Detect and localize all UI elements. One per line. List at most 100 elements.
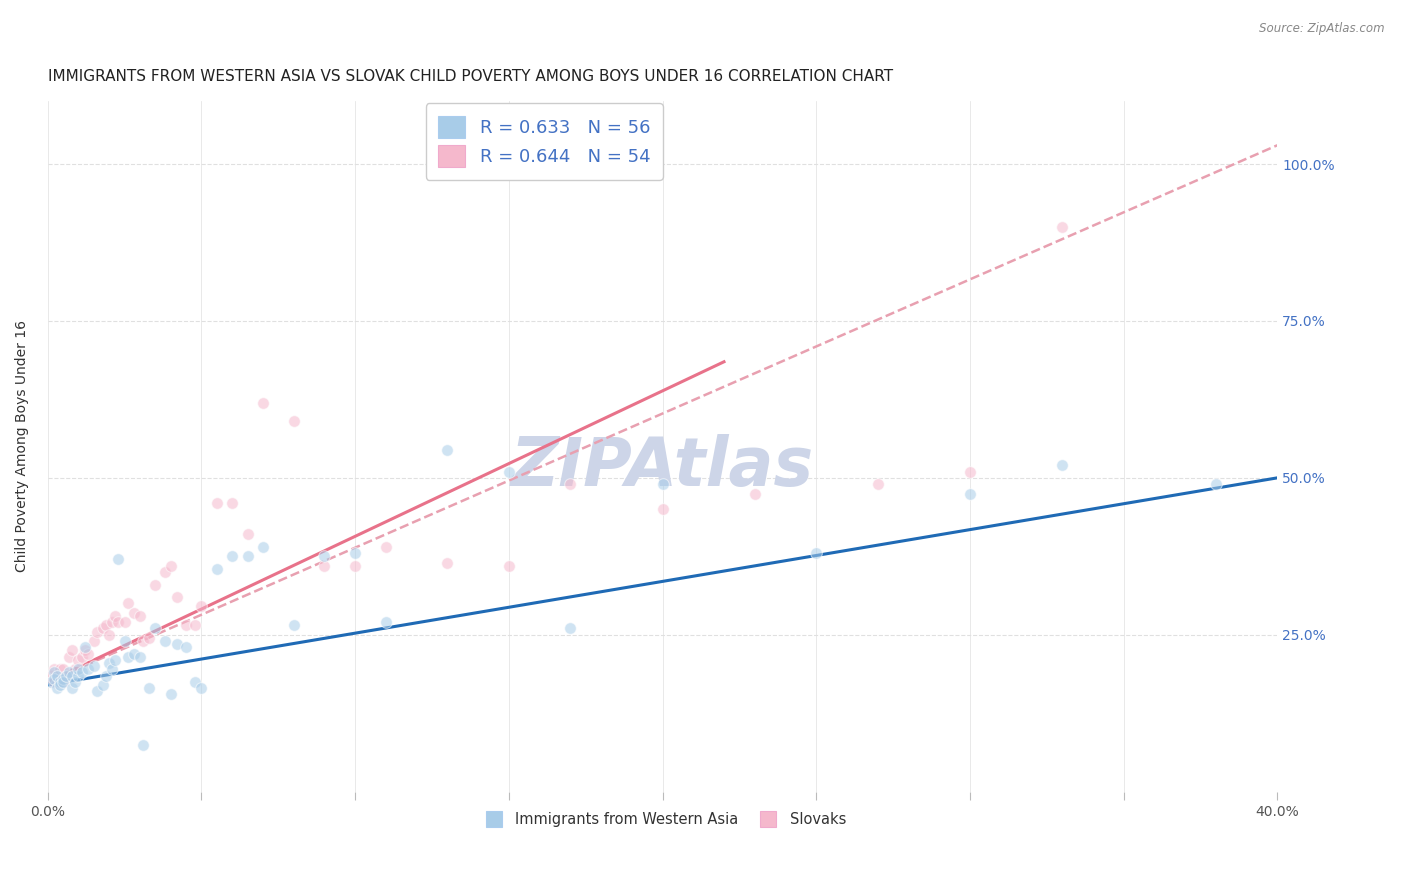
Point: [65, 674, 87, 689]
Point: [184, 674, 207, 689]
Point: [86, 624, 108, 639]
Point: [65, 662, 87, 676]
Point: [60, 643, 83, 657]
Point: [67, 668, 90, 682]
Point: [560, 622, 582, 636]
Text: ZIPAtlas: ZIPAtlas: [510, 434, 814, 500]
Point: [70, 649, 93, 664]
Point: [91, 622, 114, 636]
Point: [42, 662, 65, 676]
Point: [42, 665, 65, 680]
Text: Source: ZipAtlas.com: Source: ZipAtlas.com: [1260, 22, 1385, 36]
Y-axis label: Child Poverty Among Boys Under 16: Child Poverty Among Boys Under 16: [15, 320, 30, 573]
Point: [46, 674, 69, 689]
Point: [52, 674, 75, 689]
Point: [52, 672, 75, 686]
Point: [221, 549, 243, 564]
Point: [98, 628, 121, 642]
Point: [651, 477, 673, 491]
Point: [60, 668, 83, 682]
Point: [104, 653, 127, 667]
Point: [122, 647, 145, 661]
Point: [42, 672, 65, 686]
Point: [959, 465, 981, 479]
Point: [314, 558, 336, 573]
Point: [436, 442, 458, 457]
Point: [55, 668, 77, 682]
Point: [46, 668, 69, 682]
Point: [58, 665, 80, 680]
Point: [283, 618, 305, 632]
Point: [39, 674, 62, 689]
Point: [94, 618, 117, 632]
Point: [70, 665, 93, 680]
Point: [83, 634, 105, 648]
Point: [744, 486, 766, 500]
Point: [153, 565, 176, 579]
Point: [138, 631, 160, 645]
Point: [60, 681, 83, 695]
Point: [114, 615, 136, 630]
Point: [344, 558, 367, 573]
Point: [76, 662, 98, 676]
Point: [76, 647, 98, 661]
Point: [132, 634, 155, 648]
Point: [129, 608, 152, 623]
Point: [374, 615, 396, 630]
Point: [205, 496, 228, 510]
Point: [159, 558, 181, 573]
Point: [959, 486, 981, 500]
Point: [46, 681, 69, 695]
Point: [67, 653, 90, 667]
Point: [107, 552, 129, 566]
Point: [107, 615, 129, 630]
Point: [1205, 477, 1227, 491]
Point: [806, 546, 828, 560]
Point: [98, 656, 121, 670]
Point: [73, 640, 96, 655]
Point: [153, 634, 176, 648]
Point: [166, 637, 188, 651]
Point: [866, 477, 889, 491]
Point: [166, 590, 188, 604]
Point: [46, 668, 69, 682]
Point: [94, 668, 117, 682]
Point: [117, 649, 139, 664]
Point: [221, 496, 243, 510]
Point: [143, 622, 166, 636]
Point: [252, 540, 274, 554]
Point: [132, 738, 155, 752]
Point: [73, 643, 96, 657]
Point: [114, 634, 136, 648]
Point: [283, 414, 305, 428]
Point: [1050, 458, 1073, 473]
Point: [39, 668, 62, 682]
Point: [129, 649, 152, 664]
Point: [236, 549, 259, 564]
Point: [651, 502, 673, 516]
Point: [86, 684, 108, 698]
Point: [498, 465, 520, 479]
Point: [42, 674, 65, 689]
Point: [190, 681, 212, 695]
Point: [91, 678, 114, 692]
Point: [49, 662, 72, 676]
Point: [122, 606, 145, 620]
Point: [205, 562, 228, 576]
Point: [498, 558, 520, 573]
Point: [1050, 219, 1073, 234]
Point: [67, 662, 90, 676]
Point: [101, 615, 124, 630]
Point: [184, 618, 207, 632]
Point: [159, 687, 181, 701]
Point: [236, 527, 259, 541]
Point: [55, 668, 77, 682]
Point: [101, 662, 124, 676]
Legend: Immigrants from Western Asia, Slovaks: Immigrants from Western Asia, Slovaks: [472, 806, 852, 832]
Point: [83, 659, 105, 673]
Point: [252, 395, 274, 409]
Point: [117, 596, 139, 610]
Point: [374, 540, 396, 554]
Point: [560, 477, 582, 491]
Point: [52, 674, 75, 689]
